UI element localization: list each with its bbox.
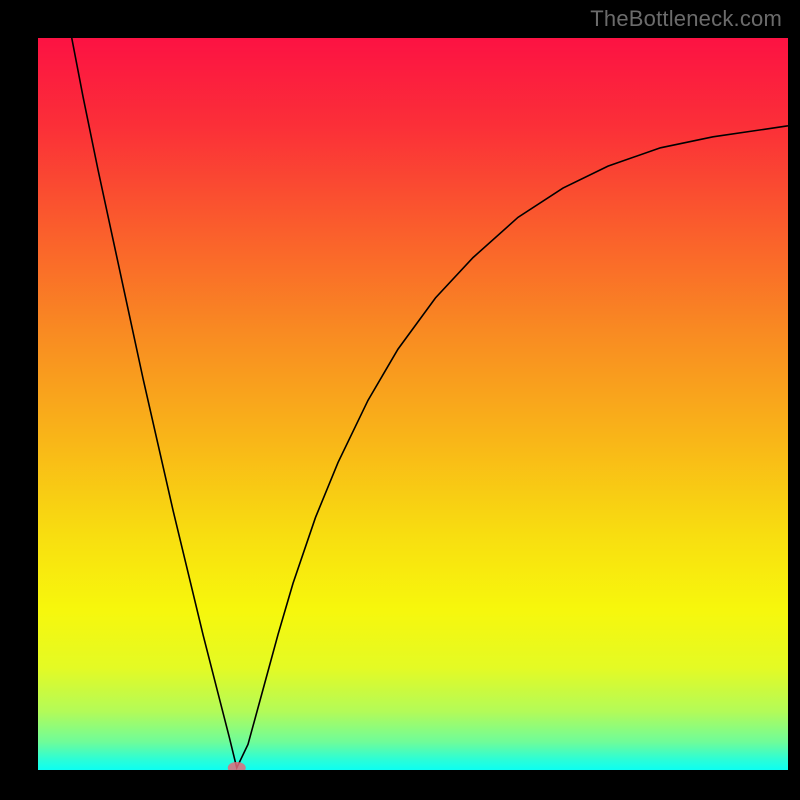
bottleneck-curve: [72, 38, 788, 768]
chart-plot-area: [38, 38, 788, 770]
minimum-marker: [228, 762, 246, 770]
watermark-text: TheBottleneck.com: [590, 6, 782, 32]
chart-curve-layer: [38, 38, 788, 770]
